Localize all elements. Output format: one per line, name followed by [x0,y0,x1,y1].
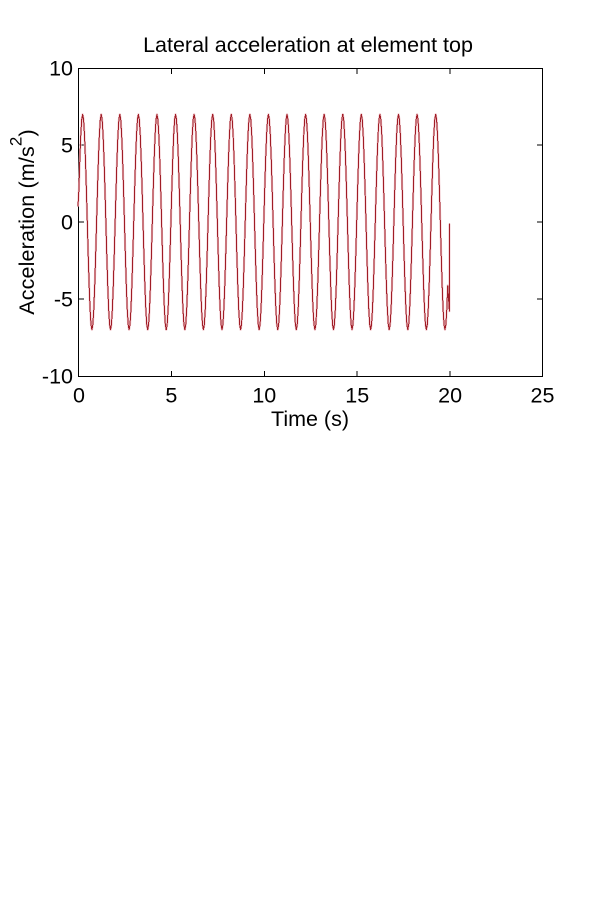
svg-text:10: 10 [49,57,73,81]
svg-text:0: 0 [73,383,85,407]
svg-text:5: 5 [61,134,73,158]
svg-text:-10: -10 [42,365,73,389]
svg-text:0: 0 [61,211,73,235]
svg-text:20: 20 [438,383,462,407]
svg-text:5: 5 [165,383,177,407]
svg-text:Time (s): Time (s) [271,407,349,431]
svg-text:25: 25 [531,383,555,407]
svg-text:15: 15 [345,383,369,407]
svg-text:Lateral acceleration at elemen: Lateral acceleration at element top [143,33,473,57]
svg-text:10: 10 [252,383,276,407]
svg-text:-5: -5 [54,288,73,312]
